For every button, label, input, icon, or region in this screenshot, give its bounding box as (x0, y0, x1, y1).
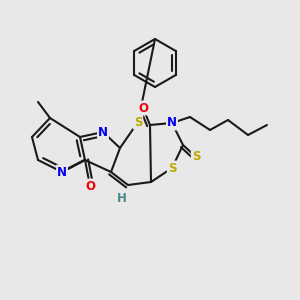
Text: S: S (134, 116, 142, 128)
Text: S: S (192, 151, 200, 164)
Text: S: S (168, 161, 176, 175)
Text: N: N (98, 125, 108, 139)
Text: N: N (167, 116, 177, 130)
Text: O: O (85, 179, 95, 193)
Text: N: N (57, 166, 67, 178)
Text: H: H (117, 193, 127, 206)
Text: O: O (138, 101, 148, 115)
